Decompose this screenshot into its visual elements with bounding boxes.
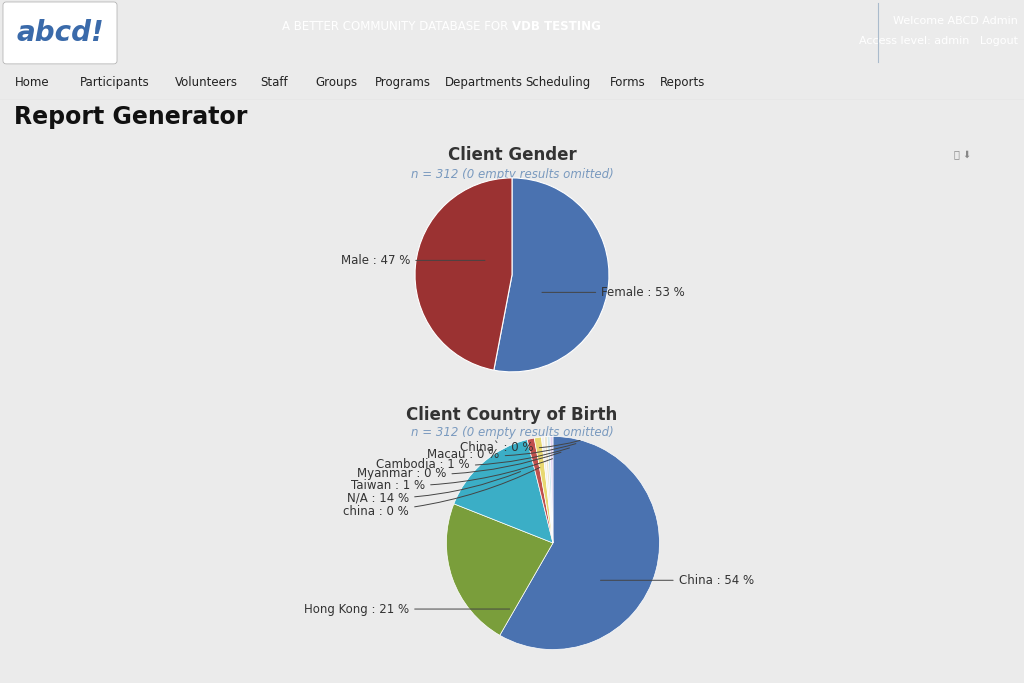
Text: Myanmar : 0 %: Myanmar : 0 % <box>357 452 561 480</box>
Text: Departments: Departments <box>445 76 523 89</box>
Wedge shape <box>454 440 553 543</box>
Text: Reports: Reports <box>660 76 706 89</box>
FancyBboxPatch shape <box>3 2 117 64</box>
Text: Access level: admin   Logout: Access level: admin Logout <box>859 36 1018 46</box>
Text: Programs: Programs <box>375 76 431 89</box>
Text: abcd!: abcd! <box>16 19 103 47</box>
Text: Groups: Groups <box>315 76 357 89</box>
Text: Hong Kong : 21 %: Hong Kong : 21 % <box>304 602 510 615</box>
Wedge shape <box>535 437 553 543</box>
Wedge shape <box>547 436 553 543</box>
Text: Staff: Staff <box>260 76 288 89</box>
Text: n = 312 (0 empty results omitted): n = 312 (0 empty results omitted) <box>411 168 613 181</box>
Text: Male : 47 %: Male : 47 % <box>341 254 485 267</box>
Wedge shape <box>550 436 553 543</box>
Wedge shape <box>500 436 659 650</box>
Wedge shape <box>542 437 553 543</box>
Text: Taiwan : 1 %: Taiwan : 1 % <box>351 459 553 492</box>
Text: Participants: Participants <box>80 76 150 89</box>
Text: Client Country of Birth: Client Country of Birth <box>407 406 617 424</box>
Text: A BETTER COMMUNITY DATABASE FOR: A BETTER COMMUNITY DATABASE FOR <box>282 20 512 33</box>
Wedge shape <box>527 438 553 543</box>
Wedge shape <box>494 178 609 372</box>
Text: Report Generator: Report Generator <box>14 104 248 129</box>
Text: n = 312 (0 empty results omitted): n = 312 (0 empty results omitted) <box>411 426 613 438</box>
Text: N/A : 14 %: N/A : 14 % <box>347 471 520 505</box>
Wedge shape <box>545 436 553 543</box>
Text: VDB TESTING: VDB TESTING <box>512 20 601 33</box>
Text: Scheduling: Scheduling <box>525 76 590 89</box>
Text: Cambodia : 1 %: Cambodia : 1 % <box>376 448 569 471</box>
Wedge shape <box>415 178 512 370</box>
Text: China : 54 %: China : 54 % <box>600 574 754 587</box>
Wedge shape <box>446 504 553 635</box>
Text: Female : 53 %: Female : 53 % <box>542 286 685 299</box>
Text: Volunteers: Volunteers <box>175 76 238 89</box>
Text: Home: Home <box>15 76 49 89</box>
Text: Macau : 0 %: Macau : 0 % <box>427 444 575 461</box>
Text: Forms: Forms <box>610 76 646 89</box>
Text: Welcome ABCD Admin: Welcome ABCD Admin <box>893 16 1018 26</box>
Text: china : 0 %: china : 0 % <box>343 467 540 518</box>
Text: Client Gender: Client Gender <box>447 146 577 164</box>
Text: 🖨 ⬇: 🖨 ⬇ <box>954 150 971 160</box>
Text: China` : 0 %: China` : 0 % <box>460 441 581 454</box>
